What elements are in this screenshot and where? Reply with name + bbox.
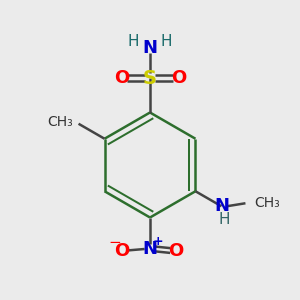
Text: H: H [128, 34, 139, 50]
Text: N: N [142, 39, 158, 57]
Text: O: O [171, 69, 186, 87]
Text: O: O [168, 242, 183, 260]
Text: S: S [143, 68, 157, 88]
Text: H: H [218, 212, 230, 227]
Text: N: N [214, 197, 229, 215]
Text: O: O [114, 242, 129, 260]
Text: +: + [152, 235, 163, 248]
Text: H: H [161, 34, 172, 50]
Text: CH₃: CH₃ [47, 115, 73, 129]
Text: O: O [114, 69, 129, 87]
Text: −: − [109, 235, 121, 250]
Text: CH₃: CH₃ [254, 196, 280, 210]
Text: N: N [142, 240, 158, 258]
